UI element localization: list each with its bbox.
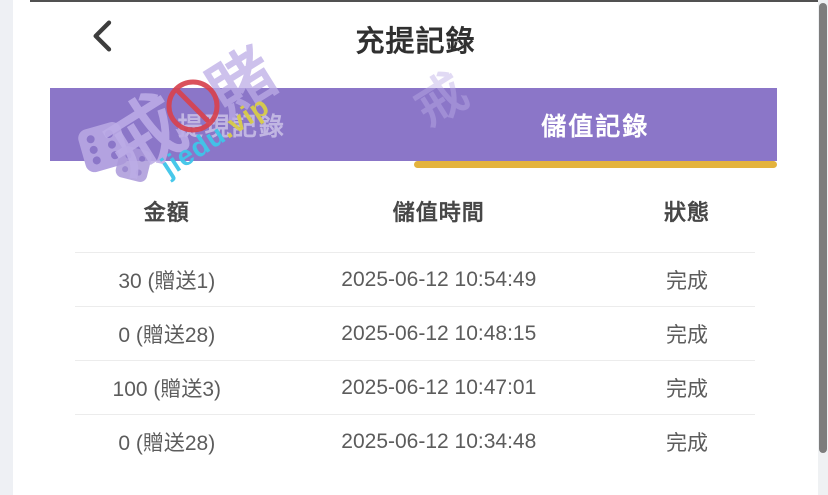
tab-deposit-records[interactable]: 儲值記錄 xyxy=(414,88,778,161)
column-header-time: 儲值時間 xyxy=(392,200,485,225)
records-tab-bar: 提現記錄 儲值記錄 xyxy=(50,88,778,168)
table-row: 30 (贈送1) 2025-06-12 10:54:49 完成 xyxy=(75,252,755,306)
table-header-row: 金額 儲值時間 狀態 xyxy=(75,170,755,252)
cell-amount: 100 (贈送3) xyxy=(112,377,222,401)
cell-status: 完成 xyxy=(665,269,708,293)
tab-label: 儲值記錄 xyxy=(541,112,650,141)
active-tab-underline xyxy=(413,161,777,168)
scrollbar-track[interactable] xyxy=(818,0,828,495)
app-header: 充提記錄 xyxy=(13,2,818,88)
deposit-records-table: 金額 儲值時間 狀態 30 (贈送1) 2025-06-12 10:54:49 … xyxy=(75,170,755,468)
table-row: 0 (贈送28) 2025-06-12 10:48:15 完成 xyxy=(75,306,755,360)
chevron-left-icon xyxy=(84,16,124,59)
table-row: 100 (贈送3) 2025-06-12 10:47:01 完成 xyxy=(75,360,755,414)
scrollbar-thumb[interactable] xyxy=(819,3,827,453)
tab-label: 提現記錄 xyxy=(177,112,286,141)
cell-time: 2025-06-12 10:48:15 xyxy=(341,321,537,345)
column-header-amount: 金額 xyxy=(143,200,190,225)
cell-time: 2025-06-12 10:34:48 xyxy=(341,429,537,453)
back-button[interactable] xyxy=(81,14,127,60)
page-title: 充提記錄 xyxy=(355,26,476,58)
cell-status: 完成 xyxy=(665,323,708,347)
column-header-status: 狀態 xyxy=(663,200,710,225)
cell-time: 2025-06-12 10:47:01 xyxy=(341,375,537,399)
cell-amount: 0 (贈送28) xyxy=(118,323,216,347)
page-edge-strip xyxy=(0,0,13,495)
cell-status: 完成 xyxy=(665,377,708,401)
table-row: 0 (贈送28) 2025-06-12 10:34:48 完成 xyxy=(75,414,755,468)
cell-time: 2025-06-12 10:54:49 xyxy=(341,267,537,291)
window-top-edge xyxy=(30,0,818,2)
cell-status: 完成 xyxy=(665,431,708,455)
tab-withdrawal-records[interactable]: 提現記錄 xyxy=(50,88,414,161)
cell-amount: 30 (贈送1) xyxy=(118,269,216,293)
cell-amount: 0 (贈送28) xyxy=(118,431,216,455)
